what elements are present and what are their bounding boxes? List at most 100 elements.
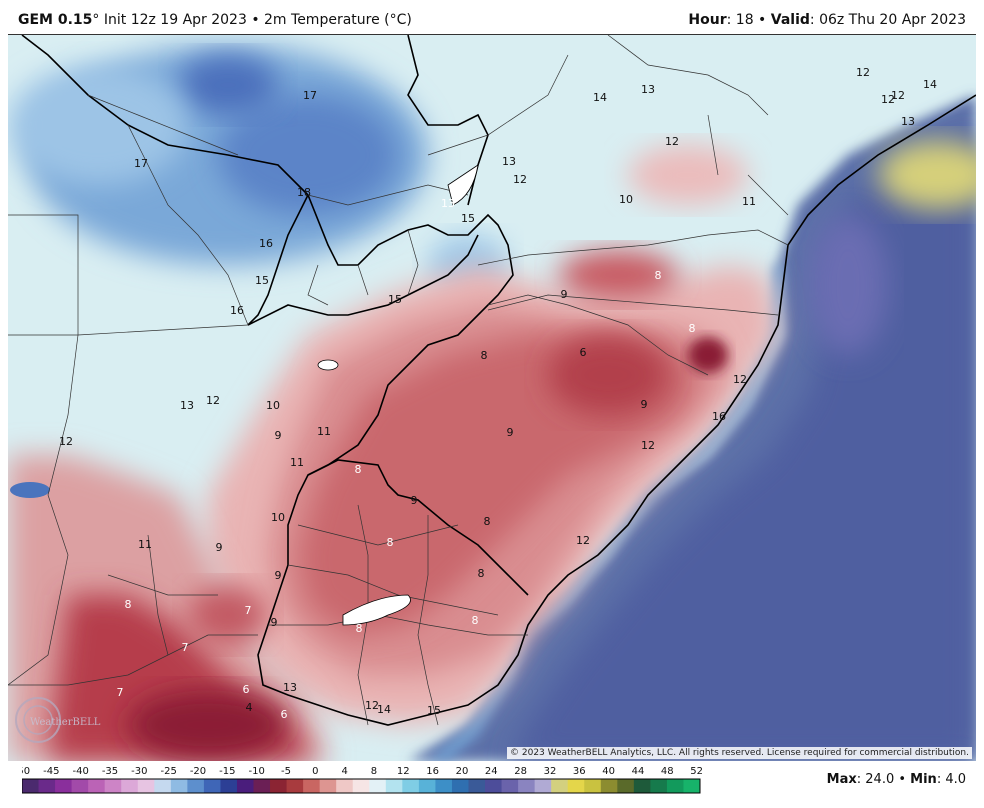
contour-label: 16 xyxy=(712,410,726,423)
colorbar-border xyxy=(22,778,701,794)
color-swatch xyxy=(137,779,155,793)
color-swatch xyxy=(617,779,635,793)
colorbar-tick-label: -45 xyxy=(43,766,59,777)
colorbar-tick-label: 28 xyxy=(514,766,527,777)
contour-label: 6 xyxy=(281,708,288,721)
colorbar-tick-label: 16 xyxy=(426,766,439,777)
color-swatch xyxy=(236,779,255,793)
model-title: GEM 0.15° Init 12z 19 Apr 2023 • 2m Temp… xyxy=(18,12,412,28)
contour-label: 8 xyxy=(355,463,362,476)
logo-text: WeatherBELL xyxy=(30,717,101,728)
colorbar-tick-label: 48 xyxy=(661,766,674,777)
color-swatch xyxy=(71,779,89,793)
contour-label: 8 xyxy=(125,598,132,611)
contour-label: 17 xyxy=(134,157,148,170)
contour-label: 7 xyxy=(117,686,124,699)
color-swatch xyxy=(220,779,238,793)
colorbar-tick-label: 44 xyxy=(632,766,645,777)
colorbar-tick-label: -35 xyxy=(102,766,118,777)
color-swatch xyxy=(385,779,403,793)
contour-label: 6 xyxy=(243,683,250,696)
contour-label: 12 xyxy=(881,93,895,106)
weatherbell-logo: WeatherBELL xyxy=(15,697,101,743)
max-min-stats: Max: 24.0 • Min: 4.0 xyxy=(827,772,966,787)
color-scale-svg: -50-45-40-35-30-25-20-15-10-504812162024… xyxy=(22,766,703,794)
color-swatch xyxy=(336,779,354,793)
contour-label: 10 xyxy=(266,399,280,412)
color-swatch xyxy=(567,779,585,793)
contour-label: 10 xyxy=(619,193,633,206)
color-swatch xyxy=(154,779,172,793)
valid-value: : 06z Thu 20 Apr 2023 xyxy=(809,12,966,28)
colorbar-tick-label: 12 xyxy=(397,766,410,777)
color-swatch xyxy=(584,779,602,793)
min-label: Min xyxy=(910,772,937,787)
colorbar-tick-label: 20 xyxy=(456,766,469,777)
contour-label: 12 xyxy=(365,699,379,712)
color-swatch xyxy=(203,779,221,793)
contour-label: 17 xyxy=(303,89,317,102)
color-swatch xyxy=(253,779,271,793)
contour-label: 6 xyxy=(580,346,587,359)
colorbar-tick-label: 40 xyxy=(602,766,615,777)
contour-label: 8 xyxy=(484,515,491,528)
colorbar-tick-label: 0 xyxy=(312,766,318,777)
contour-label: 12 xyxy=(513,173,527,186)
contour-label: 8 xyxy=(387,536,394,549)
contour-label: 12 xyxy=(665,135,679,148)
contour-label: 8 xyxy=(356,622,363,635)
model-init-info: ° Init 12z 19 Apr 2023 • 2m Temperature … xyxy=(92,12,412,28)
color-swatch xyxy=(319,779,337,793)
contour-label: 9 xyxy=(561,288,568,301)
color-swatch xyxy=(121,779,139,793)
color-swatch xyxy=(551,779,569,793)
color-swatch xyxy=(352,779,370,793)
contour-label: 8 xyxy=(478,567,485,580)
colorbar-tick-label: 36 xyxy=(573,766,586,777)
colorbar-tick-label: -50 xyxy=(22,766,30,777)
contour-label: 11 xyxy=(138,538,152,551)
colorbar-tick-label: -10 xyxy=(248,766,264,777)
temperature-map[interactable]: 17 14 13 12 12 12 14 13 17 12 13 12 10 11 18 13 15 16 15 15… xyxy=(8,34,976,761)
contour-label: 16 xyxy=(230,304,244,317)
contour-label: 13 xyxy=(502,155,516,168)
colorbar-tick-label: -5 xyxy=(281,766,291,777)
max-label: Max xyxy=(826,772,857,787)
contour-label: 11 xyxy=(317,425,331,438)
color-scale-bar: -50-45-40-35-30-25-20-15-10-504812162024… xyxy=(22,763,712,803)
color-swatch xyxy=(501,779,519,793)
color-swatch xyxy=(468,779,486,793)
colorbar-tick-label: -40 xyxy=(72,766,88,777)
color-swatch xyxy=(666,779,684,793)
contour-label: 9 xyxy=(275,429,282,442)
contour-label: 12 xyxy=(891,89,905,102)
contour-label: 13 xyxy=(901,115,915,128)
color-swatch xyxy=(451,779,469,793)
color-swatch xyxy=(633,779,651,793)
color-swatch xyxy=(270,779,288,793)
map-header: GEM 0.15° Init 12z 19 Apr 2023 • 2m Temp… xyxy=(0,0,984,34)
hour-value: : 18 • xyxy=(726,12,771,28)
color-swatch xyxy=(485,779,503,793)
contour-label: 12 xyxy=(576,534,590,547)
contour-label: 12 xyxy=(733,373,747,386)
color-swatch xyxy=(286,779,304,793)
contour-label: 18 xyxy=(297,186,311,199)
contour-label: 15 xyxy=(427,704,441,717)
contour-label: 14 xyxy=(923,78,937,91)
color-swatch xyxy=(104,779,122,793)
contour-label: 8 xyxy=(655,269,662,282)
contour-label: 13 xyxy=(641,83,655,96)
contour-label: 15 xyxy=(388,293,402,306)
contour-label: 12 xyxy=(59,435,73,448)
contour-label: 13 xyxy=(283,681,297,694)
color-swatch xyxy=(518,779,536,793)
contour-label: 12 xyxy=(856,66,870,79)
color-swatch xyxy=(170,779,188,793)
copyright-credit: © 2023 WeatherBELL Analytics, LLC. All r… xyxy=(507,747,972,759)
contour-label: 4 xyxy=(246,701,253,714)
contour-label: 14 xyxy=(377,703,391,716)
colorbar-tick-label: 52 xyxy=(690,766,703,777)
